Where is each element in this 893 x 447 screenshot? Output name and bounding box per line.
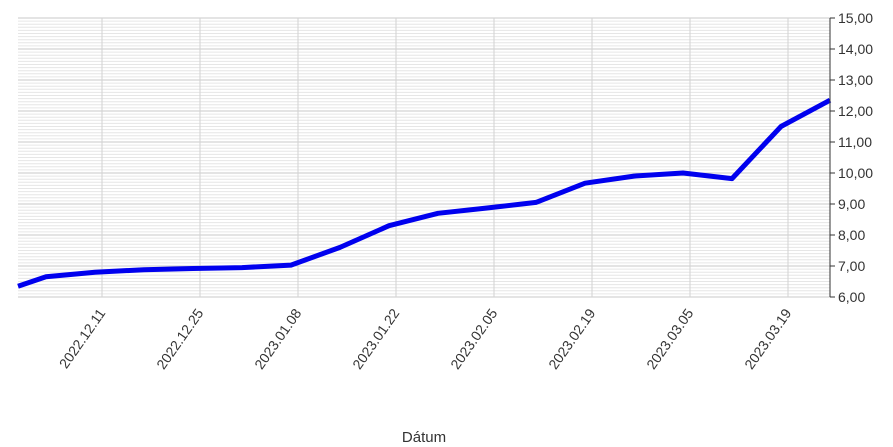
- x-tick-label: 2023.02.05: [447, 305, 500, 372]
- y-tick-label: 11,00: [838, 134, 872, 150]
- series-line: [17, 97, 832, 289]
- y-tick-label: 8,00: [838, 227, 865, 243]
- y-tick-label: 13,00: [838, 72, 873, 88]
- x-tick-label: 2023.01.22: [349, 305, 402, 372]
- x-axis-ticks: 2022.12.11 2022.12.25 2023.01.08 2023.01.22…: [56, 305, 795, 372]
- y-axis-ticks: 6,00 7,00 8,00 9,00 10,00 11,00 12,00 13,00 14,0…: [830, 10, 873, 305]
- x-tick-label: 2022.12.11: [56, 305, 109, 371]
- y-tick-label: 14,00: [838, 41, 873, 57]
- y-tick-label: 15,00: [838, 10, 873, 26]
- x-tick-label: 2023.02.19: [545, 305, 598, 372]
- y-tick-label: 12,00: [838, 103, 873, 119]
- x-axis-title: Dátum: [402, 429, 446, 446]
- x-tick-label: 2023.01.08: [251, 305, 304, 372]
- series-layer: [17, 97, 832, 289]
- y-tick-label: 10,00: [838, 165, 873, 181]
- y-tick-label: 6,00: [838, 289, 865, 305]
- x-tick-label: 2023.03.05: [643, 305, 696, 372]
- major-gridlines: [18, 17, 830, 298]
- x-tick-label: 2022.12.25: [153, 305, 206, 372]
- y-tick-label: 9,00: [838, 196, 865, 212]
- y-tick-label: 7,00: [838, 258, 865, 274]
- x-tick-label: 2023.03.19: [741, 305, 794, 372]
